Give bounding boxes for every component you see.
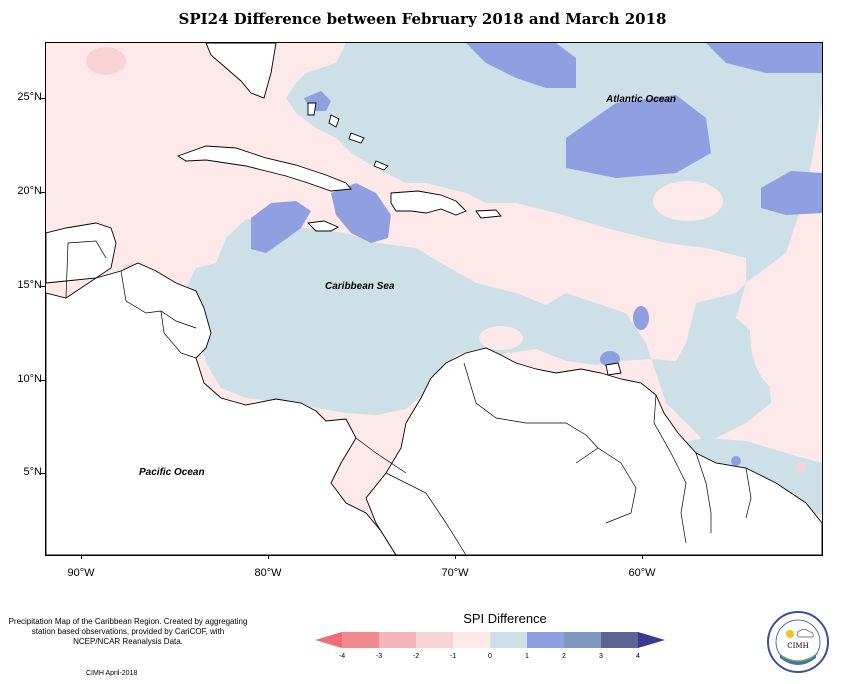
positive-patch-jamaica <box>251 201 311 253</box>
legend-tick: 4 <box>636 653 640 660</box>
lon-tick <box>268 555 269 559</box>
lat-tick <box>41 473 45 474</box>
svg-text:CIMH: CIMH <box>787 642 808 650</box>
legend-tick: 2 <box>562 653 566 660</box>
lat-tick <box>41 98 45 99</box>
lat-tick <box>41 192 45 193</box>
positive-patch-haiti <box>331 183 391 243</box>
landmass-florida <box>205 43 277 99</box>
legend-tick: 1 <box>525 653 529 660</box>
negative-pocket-windward <box>594 262 638 294</box>
legend-bin <box>379 632 416 648</box>
cimh-logo: CIMH <box>767 611 829 673</box>
legend-tick: -3 <box>375 653 383 660</box>
color-legend <box>315 632 665 648</box>
landmass-south-america <box>365 347 822 555</box>
landmass-cuba <box>176 145 352 192</box>
positive-patch-atlantic-ne <box>706 43 822 73</box>
landmass-hispaniola <box>390 190 467 216</box>
positive-patch-atlantic-east <box>761 171 822 215</box>
legend-bin <box>564 632 601 648</box>
legend-bin <box>342 632 379 648</box>
legend-bin <box>416 632 453 648</box>
land-masses <box>46 43 822 555</box>
negative-pocket-east <box>653 181 723 221</box>
legend-bin <box>601 632 638 648</box>
landmass-yucatan <box>46 222 117 284</box>
lat-tick <box>41 380 45 381</box>
lon-label-60w: 60°W <box>628 567 656 579</box>
map-title: SPI24 Difference between February 2018 a… <box>178 10 667 28</box>
negative-pocket-guiana <box>796 462 806 472</box>
map-frame <box>45 42 823 556</box>
legend-tick: -1 <box>449 653 457 660</box>
landmass-bahamas-4 <box>373 160 389 171</box>
country-borders <box>65 240 752 555</box>
lon-label-70w: 70°W <box>441 567 469 579</box>
caribbean-sea-label: Caribbean Sea <box>325 281 395 292</box>
landmass-trinidad <box>605 362 622 376</box>
negative-pocket-gulf <box>86 47 126 75</box>
positive-patch-atlantic-central <box>566 95 711 178</box>
atlantic-ocean-label: Atlantic Ocean <box>606 94 677 105</box>
legend-bins <box>315 632 665 648</box>
negative-pocket-far-east <box>750 273 822 393</box>
lat-tick <box>41 286 45 287</box>
map-credit: CIMH April-2018 <box>86 670 138 677</box>
landmass-bahamas-1 <box>307 102 317 116</box>
pacific-ocean-label: Pacific Ocean <box>139 467 205 478</box>
positive-patch-barbados <box>633 306 649 330</box>
lon-label-80w: 80°W <box>254 567 282 579</box>
landmass-central-america <box>46 262 397 555</box>
lat-label-25n: 25°N <box>17 91 42 103</box>
legend-tick: 3 <box>599 653 603 660</box>
legend-bin <box>453 632 490 648</box>
positive-patch-suriname <box>731 456 741 466</box>
lat-label-5n: 5°N <box>23 466 42 478</box>
landmass-bahamas-2 <box>328 114 340 128</box>
lon-tick <box>455 555 456 559</box>
spi-difference-map <box>46 43 822 555</box>
legend-arrow-high <box>638 632 665 648</box>
legend-title: SPI Difference <box>463 611 547 626</box>
legend-bin <box>490 632 527 648</box>
legend-arrow-low <box>315 632 342 648</box>
lat-label-10n: 10°N <box>17 373 42 385</box>
landmass-puerto-rico <box>475 209 502 219</box>
lon-tick <box>81 555 82 559</box>
positive-patch-trinidad <box>600 351 620 367</box>
legend-tick: -4 <box>338 653 346 660</box>
negative-pocket-curacao <box>479 326 523 350</box>
positive-patch-atlantic-north <box>466 43 576 88</box>
legend-bin <box>527 632 564 648</box>
landmass-bahamas-3 <box>348 132 365 144</box>
landmass-jamaica <box>307 220 340 232</box>
lon-tick <box>642 555 643 559</box>
legend-tick: -2 <box>412 653 420 660</box>
legend-tick: 0 <box>488 653 492 660</box>
lon-label-90w: 90°W <box>67 567 95 579</box>
map-footnote: Precipitation Map of the Caribbean Regio… <box>8 617 248 646</box>
lat-label-20n: 20°N <box>17 185 42 197</box>
lat-label-15n: 15°N <box>17 279 42 291</box>
